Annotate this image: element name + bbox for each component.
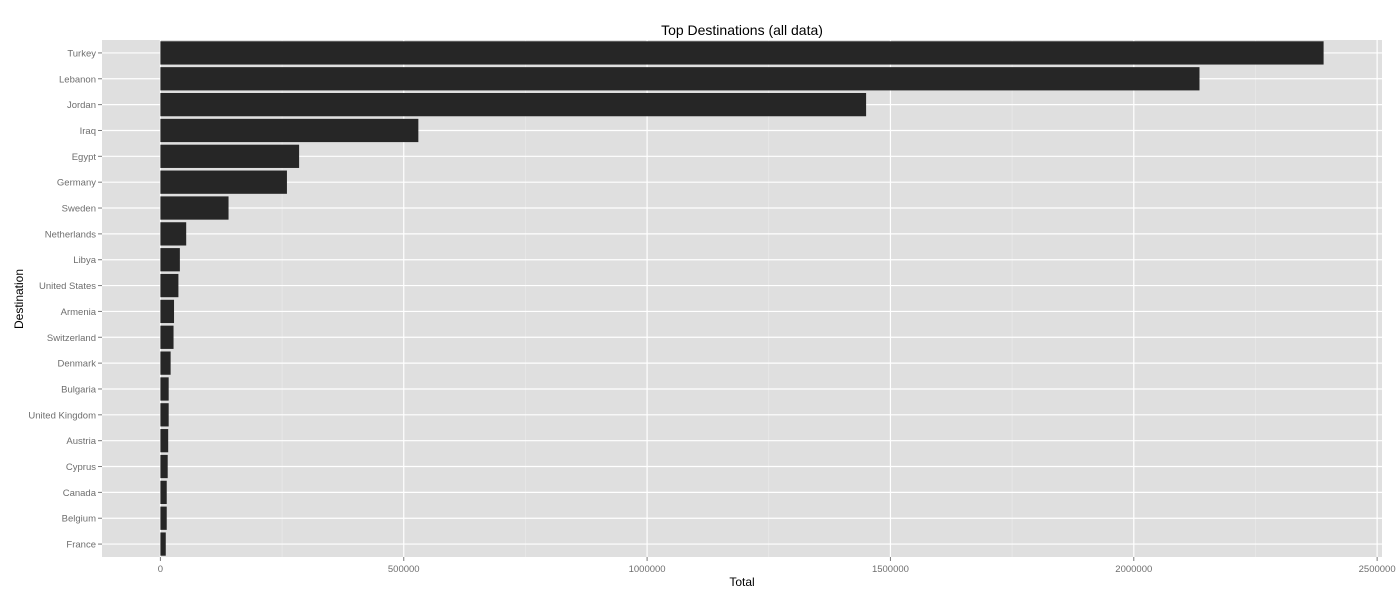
bar bbox=[160, 429, 169, 453]
x-tick-label: 2500000 bbox=[1359, 564, 1396, 575]
y-axis: Turkey Lebanon Jordan Iraq Egypt Germany Swede… bbox=[28, 48, 102, 551]
y-tick-label: France bbox=[66, 540, 96, 551]
bar bbox=[160, 118, 419, 143]
y-tick-label: Austria bbox=[66, 436, 96, 447]
bar bbox=[160, 506, 167, 530]
x-axis: 0 500000 1000000 1500000 2000000 2500000 bbox=[158, 557, 1396, 575]
y-axis-title: Destination bbox=[12, 269, 26, 329]
bar bbox=[160, 377, 169, 401]
chart-title: Top Destinations (all data) bbox=[661, 22, 823, 38]
x-tick-label: 2000000 bbox=[1115, 564, 1152, 575]
x-tick-label: 500000 bbox=[388, 564, 420, 575]
y-tick-label: Egypt bbox=[72, 152, 97, 163]
y-tick-label: Cyprus bbox=[66, 462, 96, 473]
bar bbox=[160, 325, 174, 349]
x-tick-label: 0 bbox=[158, 564, 163, 575]
y-tick-label: Armenia bbox=[61, 307, 97, 318]
bar bbox=[160, 273, 179, 298]
bar bbox=[160, 144, 300, 168]
bar bbox=[160, 41, 1324, 65]
y-tick-label: Lebanon bbox=[59, 74, 96, 85]
y-tick-label: Libya bbox=[73, 255, 96, 266]
y-tick-label: Bulgaria bbox=[61, 384, 97, 395]
bar bbox=[160, 248, 180, 272]
bar bbox=[160, 454, 168, 479]
y-tick-label: Belgium bbox=[62, 514, 96, 525]
y-tick-label: Jordan bbox=[67, 100, 96, 111]
bar bbox=[160, 196, 229, 220]
bar bbox=[160, 67, 1200, 91]
x-tick-label: 1500000 bbox=[872, 564, 909, 575]
bar bbox=[160, 170, 287, 194]
bar bbox=[160, 532, 166, 556]
y-tick-label: Netherlands bbox=[45, 229, 96, 240]
bar bbox=[160, 480, 167, 505]
x-tick-label: 1000000 bbox=[629, 564, 666, 575]
x-axis-title: Total bbox=[729, 575, 754, 589]
y-tick-label: Iraq bbox=[80, 126, 96, 137]
bar bbox=[160, 222, 187, 246]
y-tick-label: United Kingdom bbox=[28, 410, 96, 421]
bar bbox=[160, 299, 175, 324]
y-tick-label: Turkey bbox=[67, 48, 96, 59]
plot-panel bbox=[102, 40, 1382, 557]
bar bbox=[160, 92, 867, 117]
y-tick-label: Denmark bbox=[57, 359, 96, 370]
y-tick-label: United States bbox=[39, 281, 96, 292]
y-tick-label: Sweden bbox=[62, 204, 96, 215]
y-tick-label: Switzerland bbox=[47, 333, 96, 344]
y-tick-label: Canada bbox=[63, 488, 97, 499]
bar bbox=[160, 403, 169, 427]
bar bbox=[160, 351, 171, 375]
y-tick-label: Germany bbox=[57, 178, 96, 189]
bars bbox=[160, 41, 1324, 556]
